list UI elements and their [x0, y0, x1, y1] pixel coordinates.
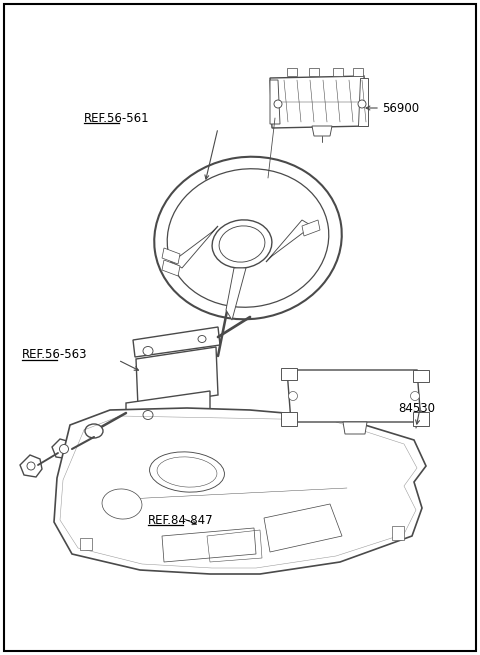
Polygon shape: [302, 220, 320, 236]
Text: 56900: 56900: [382, 102, 419, 115]
Ellipse shape: [143, 411, 153, 419]
Polygon shape: [266, 220, 312, 262]
Polygon shape: [136, 347, 218, 407]
Polygon shape: [281, 412, 297, 426]
Ellipse shape: [219, 226, 265, 262]
Ellipse shape: [27, 462, 35, 470]
Polygon shape: [226, 268, 246, 320]
Polygon shape: [413, 412, 429, 426]
Polygon shape: [312, 126, 332, 136]
Polygon shape: [353, 68, 363, 76]
Polygon shape: [162, 248, 180, 264]
Polygon shape: [20, 455, 42, 477]
Ellipse shape: [167, 169, 329, 307]
Polygon shape: [333, 68, 343, 76]
Polygon shape: [54, 408, 426, 574]
Text: 84530: 84530: [398, 402, 435, 415]
Text: REF.56-563: REF.56-563: [22, 348, 87, 362]
Polygon shape: [343, 422, 367, 434]
Ellipse shape: [212, 220, 272, 268]
Polygon shape: [270, 80, 280, 124]
Ellipse shape: [143, 346, 153, 356]
Polygon shape: [162, 260, 180, 276]
Polygon shape: [287, 68, 297, 76]
Ellipse shape: [410, 392, 420, 400]
Polygon shape: [133, 327, 220, 357]
Text: REF.56-561: REF.56-561: [84, 111, 150, 124]
Polygon shape: [80, 538, 92, 550]
Polygon shape: [392, 526, 404, 540]
Ellipse shape: [154, 157, 342, 319]
Polygon shape: [126, 391, 210, 423]
Polygon shape: [52, 439, 74, 459]
Polygon shape: [172, 226, 218, 268]
Ellipse shape: [288, 392, 298, 400]
Polygon shape: [413, 370, 429, 382]
Polygon shape: [287, 370, 421, 422]
Text: REF.84-847: REF.84-847: [148, 514, 214, 527]
Polygon shape: [270, 76, 368, 128]
Ellipse shape: [358, 100, 366, 108]
Ellipse shape: [274, 100, 282, 108]
Ellipse shape: [60, 445, 69, 453]
Ellipse shape: [198, 335, 206, 343]
Ellipse shape: [102, 489, 142, 519]
Ellipse shape: [85, 424, 103, 438]
Polygon shape: [358, 78, 368, 126]
Polygon shape: [281, 368, 297, 380]
Polygon shape: [309, 68, 319, 76]
